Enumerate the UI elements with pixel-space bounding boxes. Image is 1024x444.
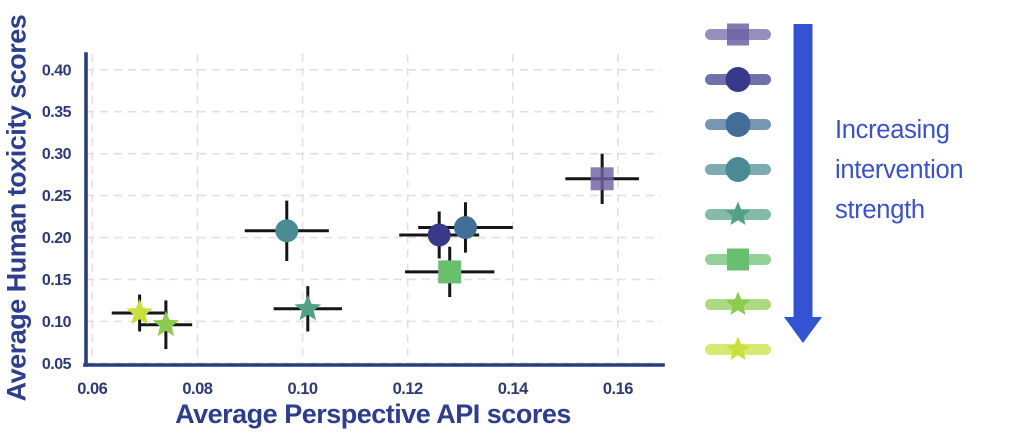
x-tick-label: 0.10: [287, 380, 317, 398]
legend-errorbar-line: [705, 29, 771, 40]
legend-marker-icon: [705, 201, 771, 225]
error-bars: [111, 153, 639, 350]
y-tick-label: 0.35: [42, 104, 72, 121]
y-axis-label: Average Human toxicity scores: [1, 14, 32, 402]
legend-marker-icon: [705, 112, 771, 137]
legend-marker-icon: [705, 157, 771, 182]
series-marker: [438, 260, 462, 284]
legend-errorbar-line: [705, 164, 771, 175]
legend-marker-icon: [705, 67, 771, 92]
series-marker: [275, 219, 299, 243]
legend-item-intervention-level-3: [701, 102, 781, 147]
legend-errorbar-line: [705, 209, 771, 220]
legend-item-intervention-level-6: [701, 237, 781, 282]
legend-errorbar-line: [705, 254, 771, 265]
y-tick-label: 0.30: [42, 146, 72, 163]
legend-marker-icon: [705, 336, 771, 360]
x-axis-label: Average Perspective API scores: [175, 399, 571, 429]
x-tick-label: 0.08: [182, 380, 212, 398]
y-tick-label: 0.10: [42, 314, 72, 331]
legend-marker-icon: [705, 23, 771, 46]
series-marker: [727, 23, 749, 46]
series-marker: [725, 336, 751, 360]
series-marker: [725, 201, 751, 225]
legend-item-intervention-level-5: [701, 192, 781, 237]
legend-errorbar-line: [705, 119, 771, 130]
series-marker: [725, 112, 751, 137]
y-tick-label: 0.25: [42, 188, 72, 205]
x-tick-label: 0.06: [77, 380, 107, 398]
legend-item-intervention-level-2: [701, 57, 781, 102]
series-marker: [152, 310, 180, 337]
legend-item-intervention-level-8-strongest: [701, 327, 781, 372]
series-marker: [590, 167, 614, 191]
series-marker: [427, 223, 451, 247]
series-marker: [725, 291, 751, 315]
legend-item-intervention-level-7: [701, 282, 781, 327]
legend-item-intervention-level-4: [701, 147, 781, 192]
legend-marker-list: [701, 12, 781, 372]
x-tick-label: 0.16: [603, 380, 633, 398]
arrow-down-icon: [784, 24, 822, 343]
series-marker: [725, 157, 751, 182]
scatter-plot: 0.06 0.08 0.10 0.12 0.14 0.16 0.05 0.10 0.15 0.20…: [42, 52, 665, 398]
series-marker: [294, 294, 322, 321]
y-tick-labels: 0.05 0.10 0.15 0.20 0.25 0.30 0.35 0.40: [42, 62, 72, 373]
y-tick-label: 0.20: [42, 230, 72, 247]
series-marker: [453, 215, 477, 239]
legend-caption: Increasing intervention strength: [835, 116, 964, 224]
legend-marker-icon: [705, 291, 771, 315]
series-marker: [725, 67, 751, 92]
legend-errorbar-line: [705, 344, 771, 355]
legend-marker-icon: [705, 248, 771, 271]
legend-item-intervention-level-1-weakest: [701, 12, 781, 57]
y-tick-label: 0.05: [42, 356, 72, 373]
axes-spines: [83, 52, 665, 367]
gridlines: [86, 54, 661, 365]
x-tick-labels: 0.06 0.08 0.10 0.12 0.14 0.16: [77, 380, 634, 398]
y-tick-label: 0.15: [42, 272, 72, 289]
data-points: [126, 167, 614, 337]
series-marker: [126, 299, 153, 325]
x-tick-label: 0.12: [393, 380, 423, 398]
y-tick-label: 0.40: [42, 62, 72, 79]
legend-errorbar-line: [705, 299, 771, 310]
legend-errorbar-line: [705, 74, 771, 85]
x-tick-label: 0.14: [498, 380, 529, 398]
series-marker: [727, 248, 749, 271]
